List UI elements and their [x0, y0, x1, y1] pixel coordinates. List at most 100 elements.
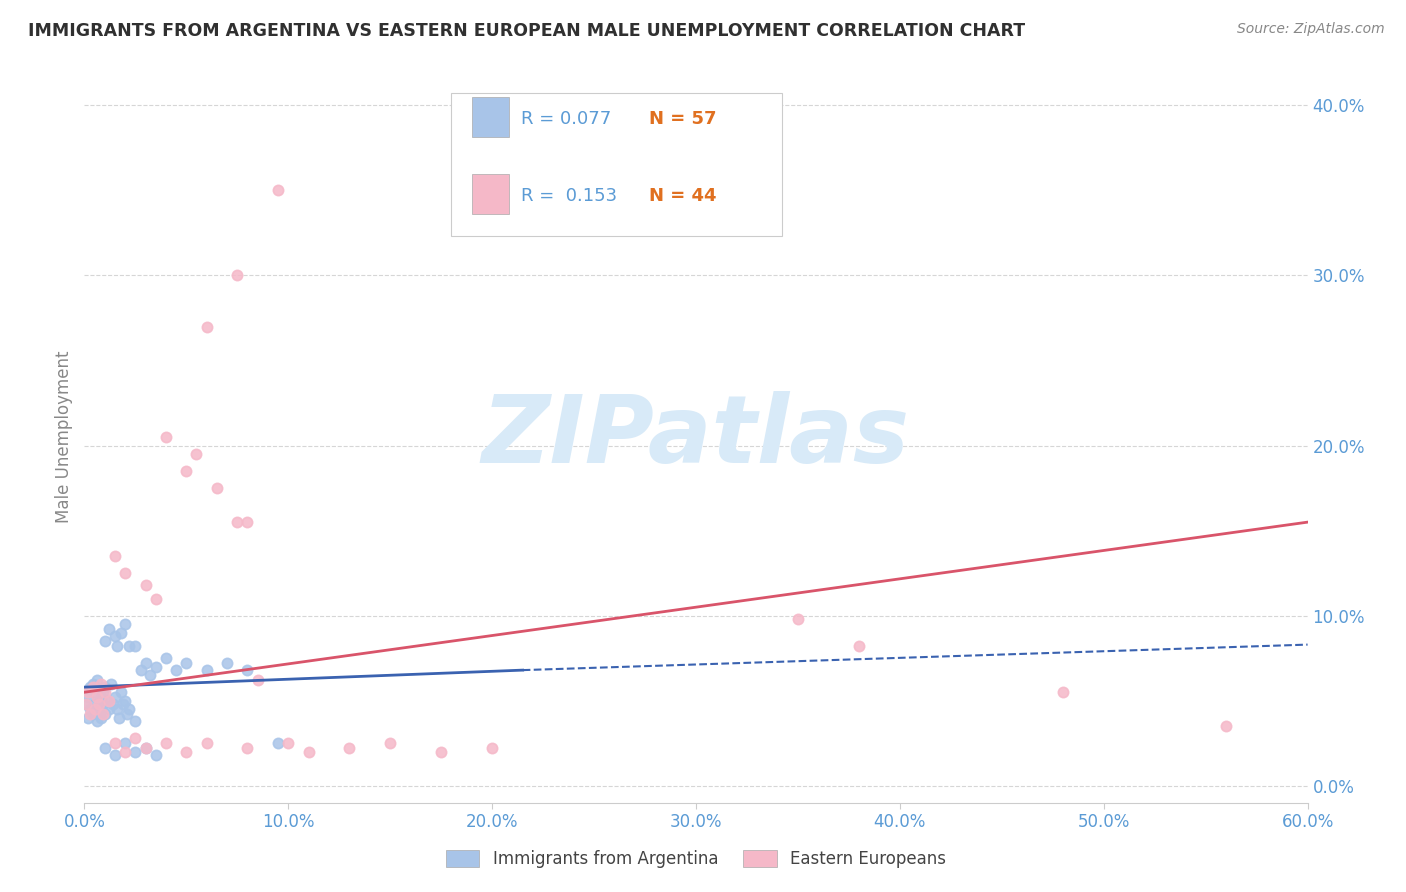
- Point: [91, 697, 114, 711]
- Point: [79, 702, 101, 716]
- Point: [145, 748, 167, 763]
- Point: [124, 714, 146, 728]
- Point: [91, 685, 114, 699]
- Point: [93, 680, 115, 694]
- Point: [277, 736, 299, 750]
- Point: [82, 707, 104, 722]
- Point: [848, 640, 870, 654]
- Point: [110, 685, 132, 699]
- Point: [101, 697, 124, 711]
- Point: [91, 707, 114, 722]
- Point: [77, 685, 100, 699]
- Point: [174, 745, 197, 759]
- Point: [86, 714, 108, 728]
- Point: [82, 680, 104, 694]
- FancyBboxPatch shape: [451, 94, 782, 235]
- Point: [93, 741, 115, 756]
- Point: [87, 702, 110, 716]
- Point: [100, 677, 122, 691]
- Point: [114, 566, 136, 581]
- Point: [174, 464, 197, 478]
- Point: [131, 663, 153, 677]
- Point: [267, 736, 290, 750]
- Text: R =  0.153: R = 0.153: [522, 187, 617, 205]
- Point: [236, 663, 259, 677]
- Point: [124, 640, 146, 654]
- Point: [135, 578, 157, 592]
- Point: [86, 673, 108, 688]
- Point: [135, 741, 157, 756]
- Point: [145, 591, 167, 606]
- Point: [380, 736, 402, 750]
- Point: [115, 707, 138, 722]
- Point: [298, 745, 321, 759]
- Point: [108, 711, 131, 725]
- Point: [112, 697, 135, 711]
- Point: [124, 745, 146, 759]
- Point: [83, 697, 105, 711]
- Point: [155, 430, 177, 444]
- Point: [124, 731, 146, 746]
- Point: [174, 657, 197, 671]
- Point: [195, 319, 218, 334]
- Text: ZIPatlas: ZIPatlas: [482, 391, 910, 483]
- Point: [93, 634, 115, 648]
- Point: [430, 745, 453, 759]
- Text: N = 44: N = 44: [650, 187, 717, 205]
- Point: [105, 640, 128, 654]
- Point: [75, 697, 97, 711]
- Point: [1052, 685, 1074, 699]
- Point: [118, 640, 141, 654]
- Point: [79, 680, 101, 694]
- Point: [226, 515, 249, 529]
- Point: [79, 707, 101, 722]
- Point: [87, 694, 110, 708]
- Point: [118, 702, 141, 716]
- Point: [155, 736, 177, 750]
- Point: [96, 694, 118, 708]
- Point: [105, 702, 128, 716]
- Point: [135, 741, 157, 756]
- Point: [205, 481, 228, 495]
- Text: R = 0.077: R = 0.077: [522, 110, 612, 128]
- Point: [93, 707, 115, 722]
- Point: [86, 690, 108, 705]
- Point: [339, 741, 361, 756]
- Point: [114, 736, 136, 750]
- Point: [481, 741, 503, 756]
- Point: [114, 617, 136, 632]
- Point: [186, 447, 208, 461]
- Text: IMMIGRANTS FROM ARGENTINA VS EASTERN EUROPEAN MALE UNEMPLOYMENT CORRELATION CHAR: IMMIGRANTS FROM ARGENTINA VS EASTERN EUR…: [28, 22, 1025, 40]
- Point: [195, 736, 218, 750]
- Point: [114, 745, 136, 759]
- Point: [114, 694, 136, 708]
- Text: N = 57: N = 57: [650, 110, 717, 128]
- Point: [77, 690, 100, 705]
- Point: [138, 668, 160, 682]
- Point: [97, 702, 120, 716]
- Point: [104, 748, 127, 763]
- Point: [82, 677, 104, 691]
- Point: [104, 736, 127, 750]
- Y-axis label: Male Unemployment: Male Unemployment: [55, 351, 73, 524]
- Point: [104, 549, 127, 563]
- Legend: Immigrants from Argentina, Eastern Europeans: Immigrants from Argentina, Eastern Europ…: [440, 844, 952, 875]
- Point: [83, 702, 105, 716]
- Point: [165, 663, 187, 677]
- Bar: [472, 97, 509, 137]
- Point: [97, 694, 120, 708]
- Point: [104, 690, 127, 705]
- Point: [145, 659, 167, 673]
- Point: [93, 685, 115, 699]
- Point: [787, 612, 810, 626]
- Point: [83, 685, 105, 699]
- Point: [75, 697, 97, 711]
- Point: [97, 622, 120, 636]
- Point: [77, 711, 100, 725]
- Bar: [472, 174, 509, 214]
- Text: Source: ZipAtlas.com: Source: ZipAtlas.com: [1237, 22, 1385, 37]
- Point: [246, 673, 269, 688]
- Point: [236, 741, 259, 756]
- Point: [104, 629, 127, 643]
- Point: [1215, 719, 1237, 733]
